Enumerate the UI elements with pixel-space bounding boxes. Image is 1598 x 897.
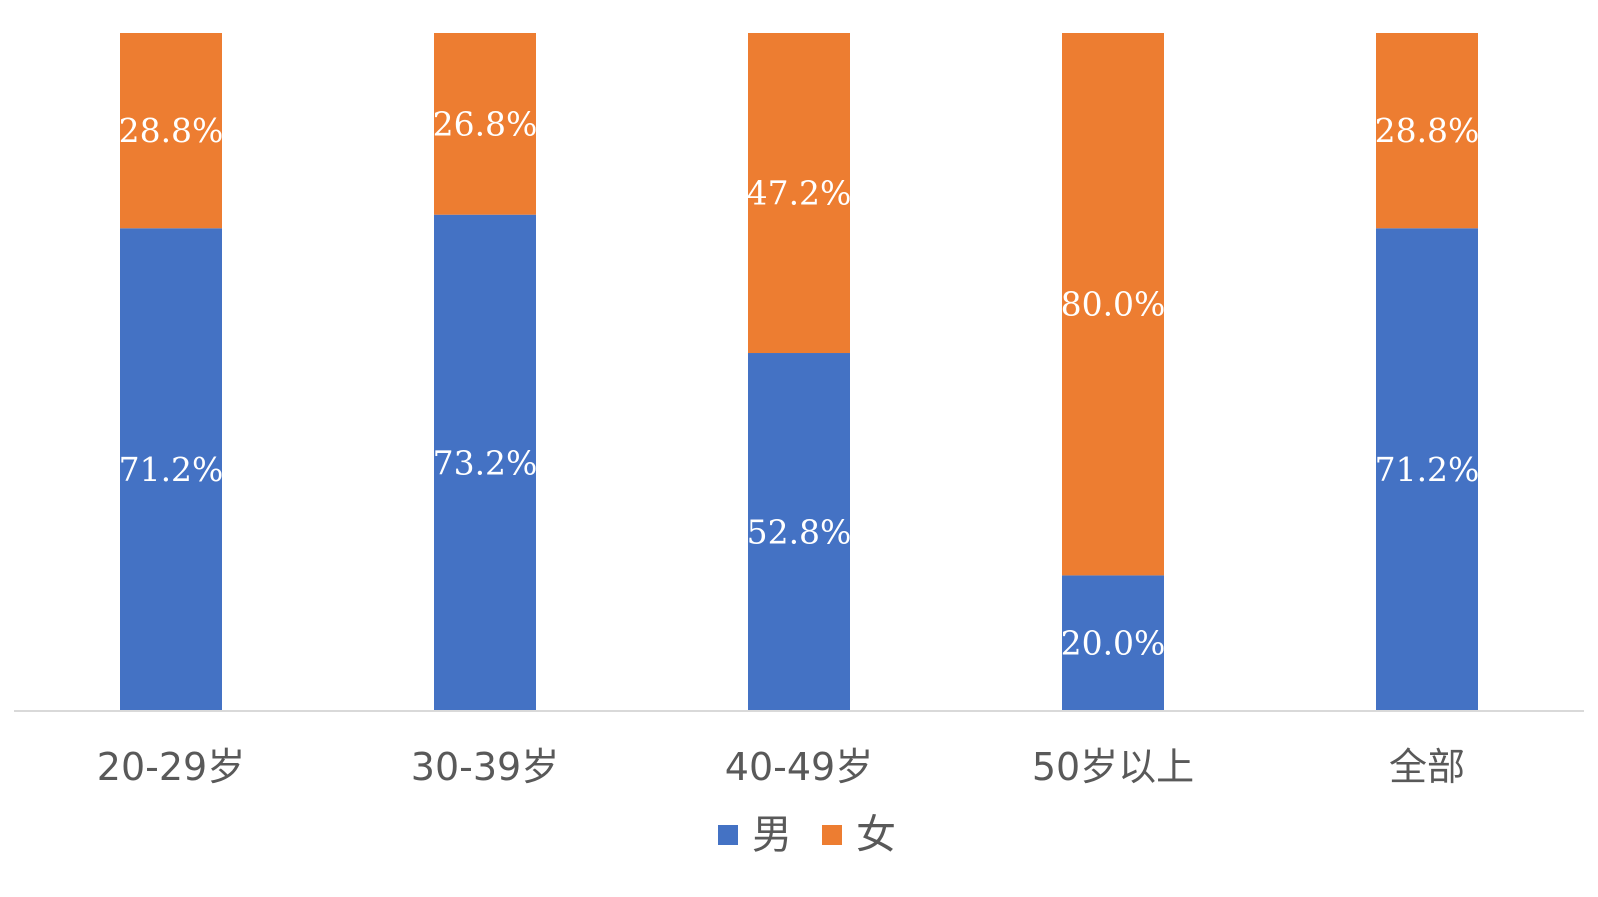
bar-segment <box>748 353 850 711</box>
x-tick-label: 20-29岁 <box>97 745 245 789</box>
x-tick-label: 40-49岁 <box>725 745 873 789</box>
data-label: 28.8% <box>119 111 224 150</box>
data-label: 52.8% <box>747 513 852 552</box>
bar-segment <box>120 228 222 712</box>
data-label: 26.8% <box>433 104 538 143</box>
x-tick-label: 50岁以上 <box>1032 745 1194 789</box>
bar-segment <box>1062 33 1164 576</box>
data-label: 28.8% <box>1375 111 1480 150</box>
data-label: 71.2% <box>119 450 224 489</box>
data-labels-layer: 71.2% 28.8% 73.2% 26.8% 52.8% 47.2% 20.0% 80.0%… <box>119 104 1480 662</box>
bar-segment <box>1376 33 1478 229</box>
bar-segment <box>120 33 222 229</box>
bar-segment <box>434 33 536 215</box>
data-label: 73.2% <box>433 443 538 482</box>
data-label: 80.0% <box>1061 285 1166 324</box>
legend-label: 女 <box>856 812 896 858</box>
data-label: 71.2% <box>1375 450 1480 489</box>
data-label: 47.2% <box>747 174 852 213</box>
legend-swatch <box>718 825 738 845</box>
bar-segment <box>1376 228 1478 712</box>
legend: 男女 <box>718 812 896 858</box>
data-label: 20.0% <box>1061 624 1166 663</box>
x-axis-tick-labels: 20-29岁 30-39岁 40-49岁 50岁以上 全部 <box>97 745 1465 789</box>
bar-segment <box>748 33 850 354</box>
x-tick-label: 全部 <box>1389 745 1465 789</box>
bars-layer <box>120 33 1478 712</box>
bar-segment <box>1062 575 1164 711</box>
legend-label: 男 <box>752 812 792 858</box>
bar-segment <box>434 214 536 712</box>
x-tick-label: 30-39岁 <box>411 745 559 789</box>
legend-swatch <box>822 825 842 845</box>
